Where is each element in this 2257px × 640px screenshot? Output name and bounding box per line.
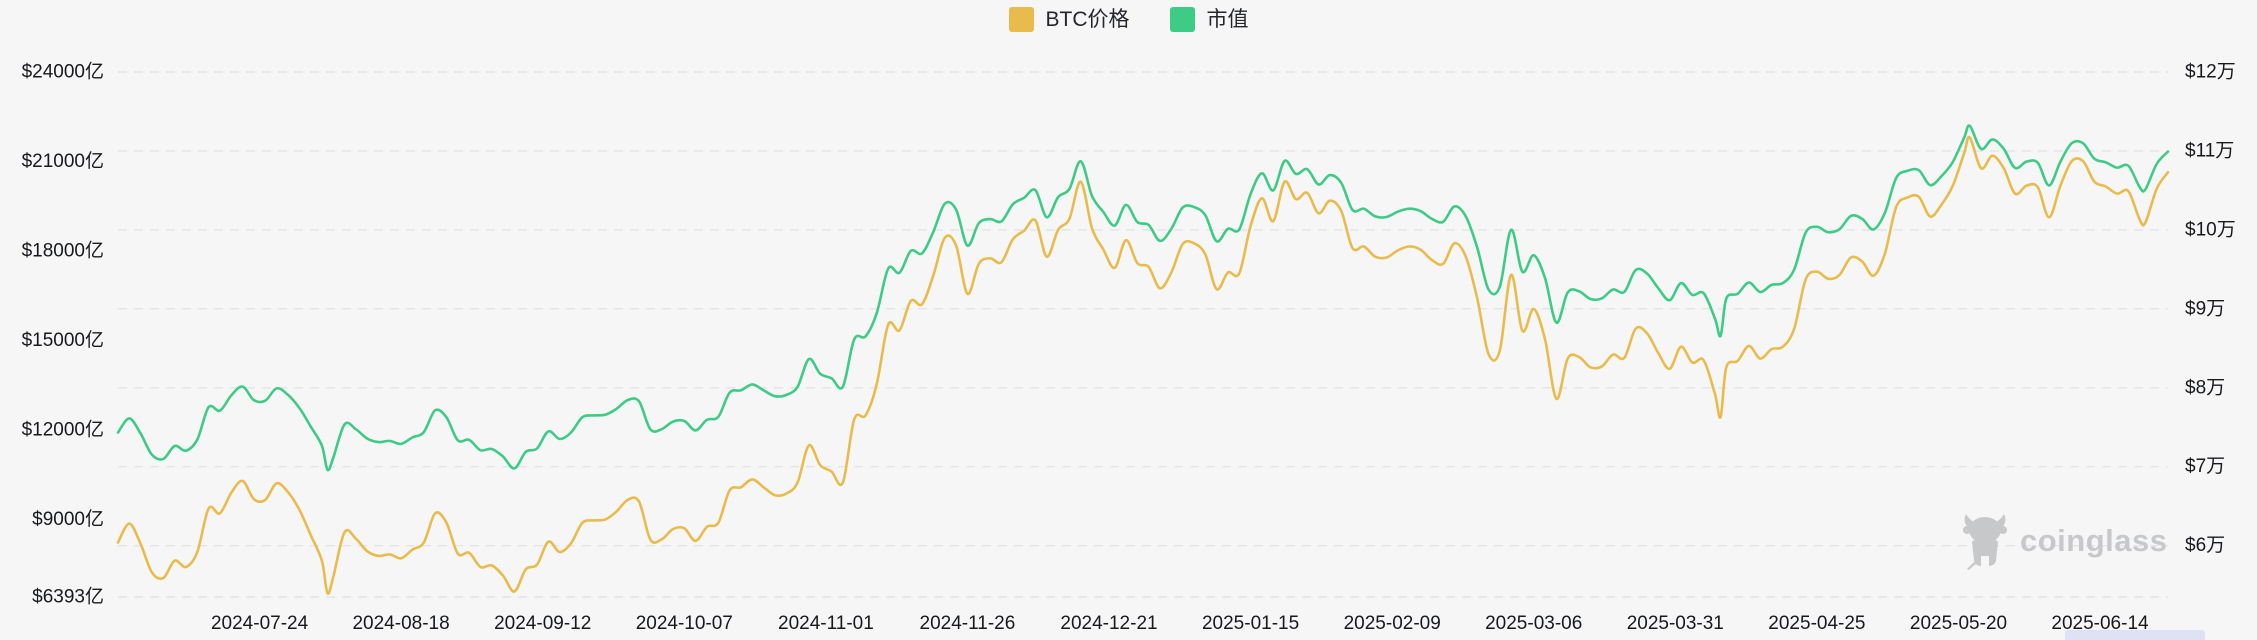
x-axis-tick-label: 2024-07-24 [211, 613, 309, 634]
x-axis-tick-label: 2024-11-01 [778, 613, 874, 634]
btc-price-legend-swatch-icon [1008, 7, 1034, 32]
btc-price-line[interactable] [116, 135, 2170, 595]
x-axis-tick-label: 2024-12-21 [1060, 613, 1157, 634]
x-axis-tick-label: 2024-08-18 [352, 613, 449, 634]
right-axis-tick-label: $12万 [2185, 62, 2236, 83]
right-axis-tick-label: $7万 [2185, 456, 2225, 477]
x-axis-tick-label: 2024-11-26 [920, 613, 1016, 634]
market-cap-legend-swatch-icon [1169, 7, 1195, 32]
btc-price-legend-label: BTC价格 [1045, 8, 1130, 31]
market-cap-line[interactable] [116, 124, 2170, 472]
x-axis-tick-label: 2025-03-06 [1485, 613, 1582, 634]
legend-item-btc-price[interactable]: BTC价格 [1008, 7, 1130, 32]
right-axis-tick-label: $9万 [2185, 298, 2225, 319]
right-axis-tick-label: $11万 [2185, 140, 2234, 161]
left-axis-tick-label: $21000亿 [22, 150, 104, 172]
legend-item-market-cap[interactable]: 市值 [1169, 7, 1249, 32]
x-axis-tick-label: 2024-10-07 [636, 613, 733, 634]
x-axis-tick-label: 2025-01-15 [1202, 613, 1299, 634]
right-axis-tick-label: $10万 [2185, 219, 2236, 240]
left-axis-tick-label: $6393亿 [32, 586, 104, 608]
left-axis-tick-label: $9000亿 [32, 508, 104, 530]
x-axis-tick-label: 2024-09-12 [494, 613, 591, 634]
chart-legend: BTC价格 市值 [1008, 7, 1249, 32]
right-axis-tick-label: $8万 [2185, 377, 2225, 398]
x-axis-tick-label: 2025-03-31 [1627, 613, 1724, 634]
right-axis-tick-label: $6万 [2185, 535, 2225, 556]
market-cap-legend-label: 市值 [1206, 8, 1249, 31]
left-axis-tick-label: $15000亿 [22, 329, 104, 351]
left-axis-tick-label: $18000亿 [22, 239, 104, 261]
x-axis-tick-label: 2025-04-25 [1768, 613, 1865, 634]
x-axis-tick-label: 2025-02-09 [1344, 613, 1441, 634]
left-axis-tick-label: $24000亿 [22, 61, 104, 83]
x-axis-tick-label: 2025-06-14 [2051, 613, 2149, 634]
x-axis-tick-label: 2025-05-20 [1910, 613, 2007, 634]
datazoom-fragment[interactable] [2065, 630, 2205, 640]
left-axis-tick-label: $12000亿 [22, 418, 104, 440]
